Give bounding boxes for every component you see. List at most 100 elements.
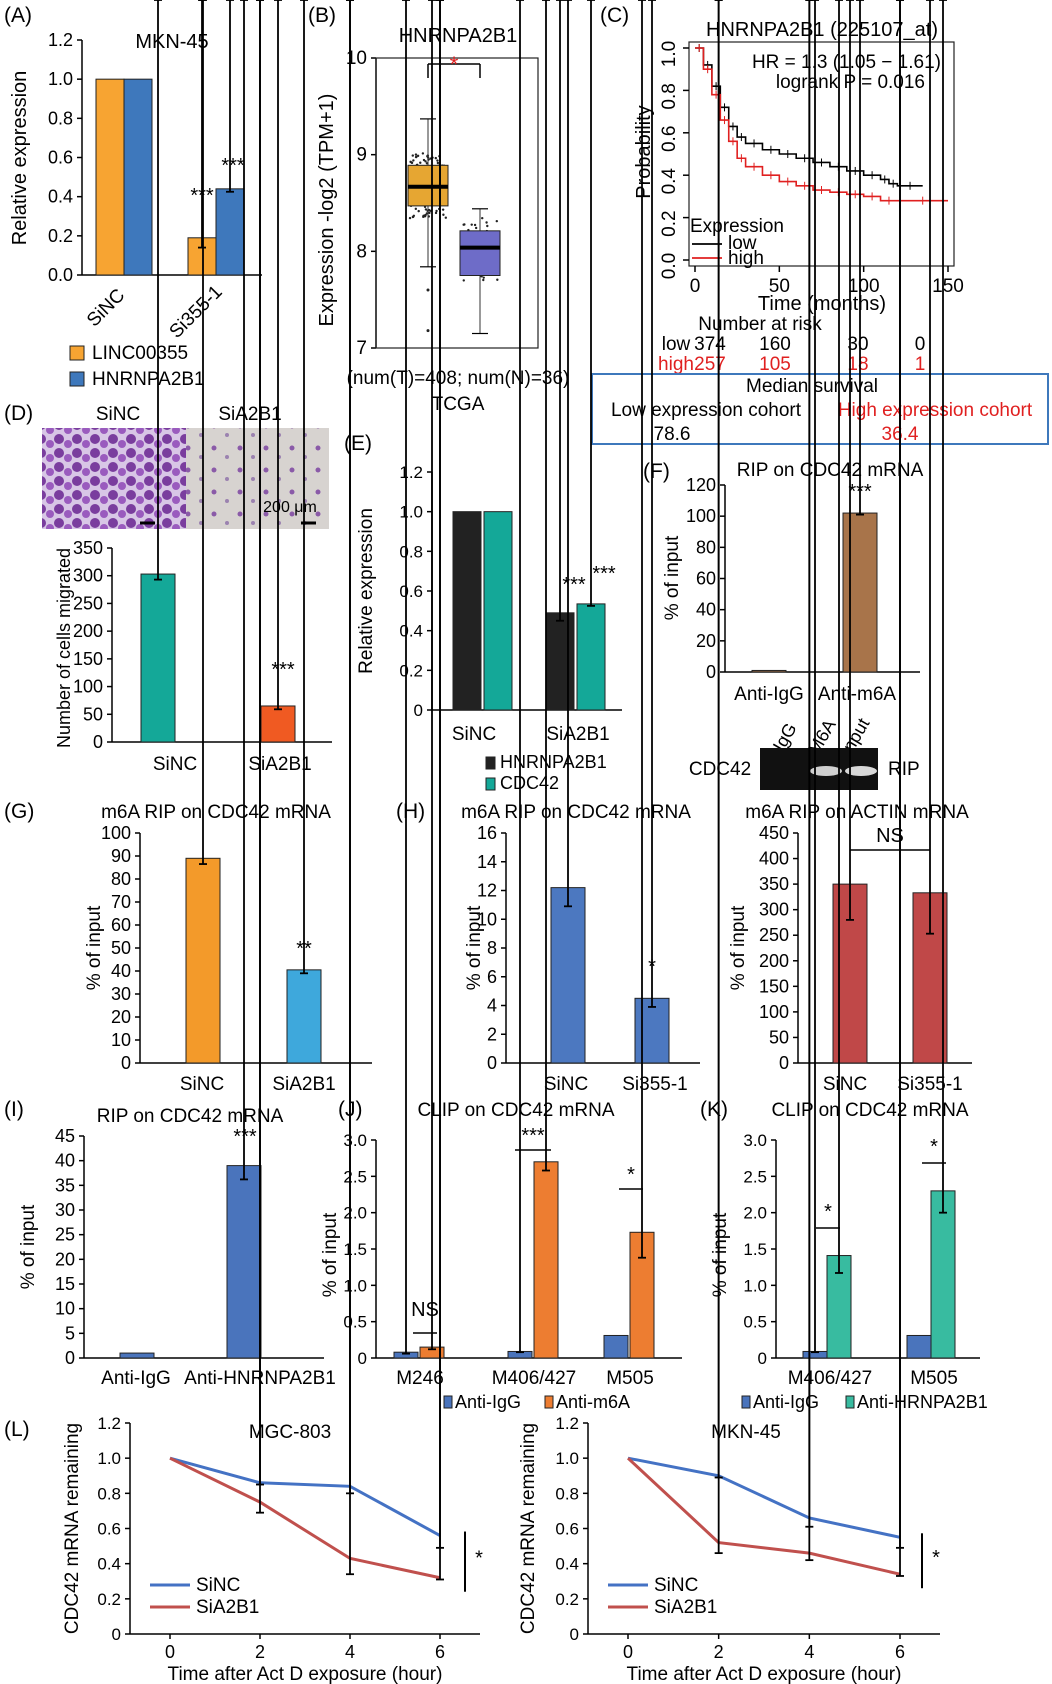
- y-tick-label-L1: 1.2: [97, 1414, 121, 1433]
- y-axis-title-F: % of input: [662, 535, 683, 620]
- legend-swatch-E-2: [485, 777, 496, 791]
- panel-label-D: (D): [4, 402, 33, 425]
- y-tick-label-I: 20: [55, 1249, 75, 1269]
- x-tick-label-F: Anti-m6A: [818, 684, 896, 705]
- risk-low-C: 0: [915, 334, 926, 355]
- chart-title-C: HNRNPA2B1 (225107_at): [706, 19, 938, 41]
- y-tick-label-G: 100: [101, 823, 131, 843]
- x-tick-label-L1: 4: [345, 1642, 355, 1662]
- y-axis-title-A: Relative expression: [9, 71, 31, 246]
- y-tick-label-F: 40: [696, 600, 716, 620]
- sig-K: *: [824, 1201, 832, 1223]
- y-tick-label-L1: 0.6: [97, 1520, 121, 1539]
- y-tick-label-L2: 1.0: [555, 1449, 579, 1468]
- series-line-L1-SiA2B1: [169, 1456, 441, 1580]
- chart-title-K: CLIP on CDC42 mRNA: [771, 1100, 968, 1121]
- y-axis-title-H1: % of input: [464, 905, 485, 990]
- data-point-B: [428, 211, 431, 215]
- y-tick-label-A: 0.8: [48, 108, 73, 128]
- data-point-B: [462, 279, 465, 282]
- sig-J: ***: [521, 1125, 545, 1147]
- data-point-B: [473, 223, 477, 227]
- y-tick-label-F: 60: [696, 569, 716, 589]
- y-axis-title-E: Relative expression: [356, 508, 377, 674]
- data-point-B: [429, 157, 432, 160]
- y-axis-title-G: % of input: [84, 905, 105, 990]
- data-point-B: [496, 278, 499, 281]
- legend-label-high: high: [728, 248, 764, 269]
- data-point-B: [411, 154, 414, 157]
- y-tick-label-I: 35: [55, 1175, 75, 1195]
- y-tick-label-H2: 0: [779, 1053, 789, 1073]
- y-tick-label-H1: 8: [487, 938, 497, 958]
- median-low-value-C: 78.6: [654, 424, 691, 445]
- bar-A-LINC00355: [95, 78, 125, 276]
- y-tick-label-J: 0: [358, 1349, 367, 1368]
- y-axis-title-L1: CDC42 mRNA remaining: [62, 1423, 83, 1634]
- x-tick-label-A-1: SiNC: [83, 285, 129, 331]
- legend-label-L2-1: SiNC: [654, 1575, 698, 1596]
- risk-low-C: 30: [847, 334, 868, 355]
- y-tick-label-E: 0.8: [399, 542, 423, 561]
- y-tick-label-B: 10: [346, 48, 367, 69]
- x-tick-label-L1: 2: [255, 1642, 265, 1662]
- micro-label-sia2b1: SiA2B1: [218, 404, 281, 425]
- y-tick-label-J: 0.5: [343, 1313, 367, 1332]
- bar-K-Anti-HRNPA2B1: [930, 1190, 956, 1359]
- data-point-B: [435, 209, 438, 213]
- bar-J-Anti-m6A: [533, 1161, 559, 1359]
- y-tick-label-E: 0.2: [399, 661, 423, 680]
- y-tick-label-I: 0: [65, 1348, 75, 1368]
- sig-I: ***: [233, 1126, 257, 1148]
- bar-F-Anti-m6A: [842, 512, 878, 673]
- legend-swatch-E-1: [485, 756, 496, 770]
- panel-label-E: (E): [344, 432, 372, 455]
- sig-H2: NS: [876, 825, 904, 847]
- y-tick-label-H2: 300: [759, 900, 789, 920]
- risk-high-C: high: [658, 354, 694, 375]
- y-tick-label-H2: 400: [759, 849, 789, 869]
- chart-title-J: CLIP on CDC42 mRNA: [417, 1100, 614, 1121]
- y-tick-label-G: 20: [111, 1007, 131, 1027]
- median-title-C: Median survival: [746, 376, 878, 397]
- y-tick-label-D: 300: [73, 566, 103, 586]
- y-tick-label-H2: 250: [759, 925, 789, 945]
- box-B-N: [459, 230, 501, 276]
- legend-label-A-1: LINC00355: [92, 343, 188, 364]
- bar-H1-SiNC: [550, 887, 586, 1064]
- y-tick-label-B: 7: [356, 338, 367, 359]
- chart-title-F: RIP on CDC42 mRNA: [737, 460, 924, 481]
- legend-label-K-2: Anti-HRNPA2B1: [857, 1392, 988, 1412]
- y-tick-label-H2: 450: [759, 823, 789, 843]
- y-tick-label-C: 0.0: [659, 253, 680, 279]
- x-tick-label-J: M246: [396, 1368, 444, 1389]
- legend-swatch-J-1: [443, 1395, 453, 1409]
- data-point-B: [486, 224, 489, 228]
- panel-label-L: (L): [4, 1418, 30, 1441]
- x-tick-label-E: SiNC: [452, 724, 496, 745]
- y-tick-label-C: 0.2: [659, 210, 680, 236]
- y-tick-label-E: 1.0: [399, 503, 423, 522]
- y-tick-label-H1: 14: [477, 852, 497, 872]
- risk-high-C: 257: [694, 354, 726, 375]
- y-tick-label-H2: 50: [769, 1027, 789, 1047]
- y-tick-label-F: 100: [686, 506, 716, 526]
- data-point-B: [495, 219, 499, 223]
- y-axis-title-H2: % of input: [728, 905, 749, 990]
- data-point-B: [442, 213, 445, 216]
- y-tick-label-E: 0.4: [399, 622, 423, 641]
- y-tick-label-K: 2.5: [743, 1167, 767, 1186]
- chart-title-I: RIP on CDC42 mRNA: [97, 1106, 284, 1127]
- sig-H1: *: [648, 956, 656, 978]
- data-point-B: [434, 156, 438, 160]
- y-tick-label-E: 0.6: [399, 582, 423, 601]
- y-tick-label-G: 80: [111, 869, 131, 889]
- y-tick-label-L2: 0.2: [555, 1590, 579, 1609]
- sig-J: NS: [411, 1299, 439, 1321]
- sig-A-2: ***: [221, 155, 245, 177]
- data-point-B: [414, 207, 418, 211]
- series-line-L2-SiA2B1: [626, 1457, 901, 1576]
- y-tick-label-C: 1.0: [659, 41, 680, 67]
- y-tick-label-G: 90: [111, 846, 131, 866]
- data-point-B: [481, 216, 484, 220]
